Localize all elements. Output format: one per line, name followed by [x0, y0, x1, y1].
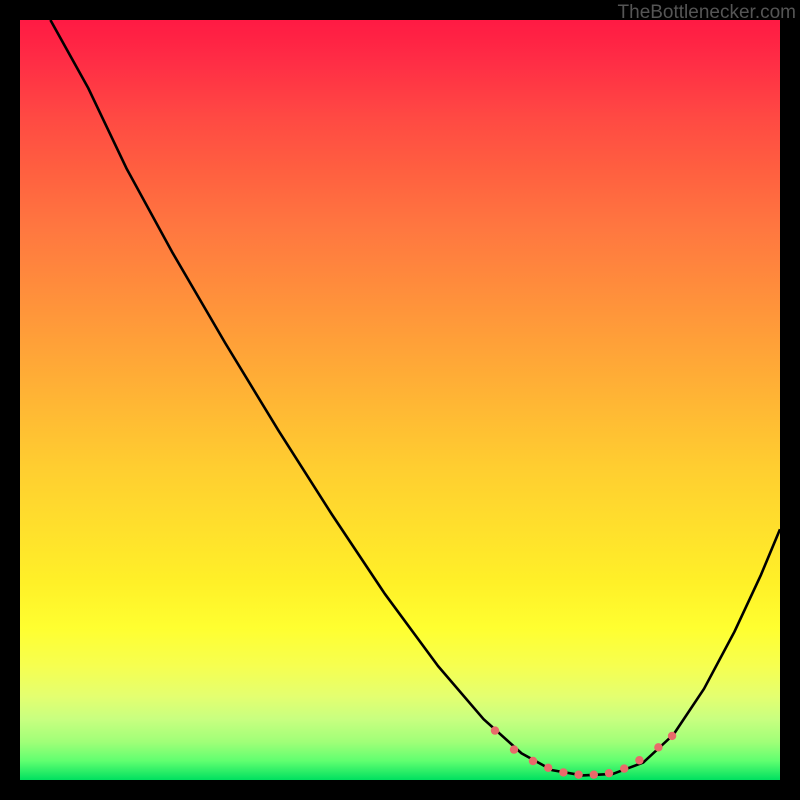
marker-dot	[529, 757, 537, 765]
marker-dot	[544, 764, 552, 772]
marker-dot	[574, 770, 582, 778]
chart-canvas: TheBottlenecker.com	[0, 0, 800, 800]
marker-dot	[654, 743, 662, 751]
marker-dot	[605, 769, 613, 777]
marker-dot	[559, 768, 567, 776]
watermark-text: TheBottlenecker.com	[618, 2, 796, 24]
marker-dot	[510, 745, 518, 753]
marker-dot	[590, 770, 598, 778]
plot-area	[20, 20, 780, 780]
marker-dot	[635, 756, 643, 764]
marker-dot	[668, 732, 676, 740]
gradient-background	[20, 20, 780, 780]
plot-svg	[20, 20, 780, 780]
marker-dot	[620, 764, 628, 772]
marker-dot	[491, 726, 499, 734]
